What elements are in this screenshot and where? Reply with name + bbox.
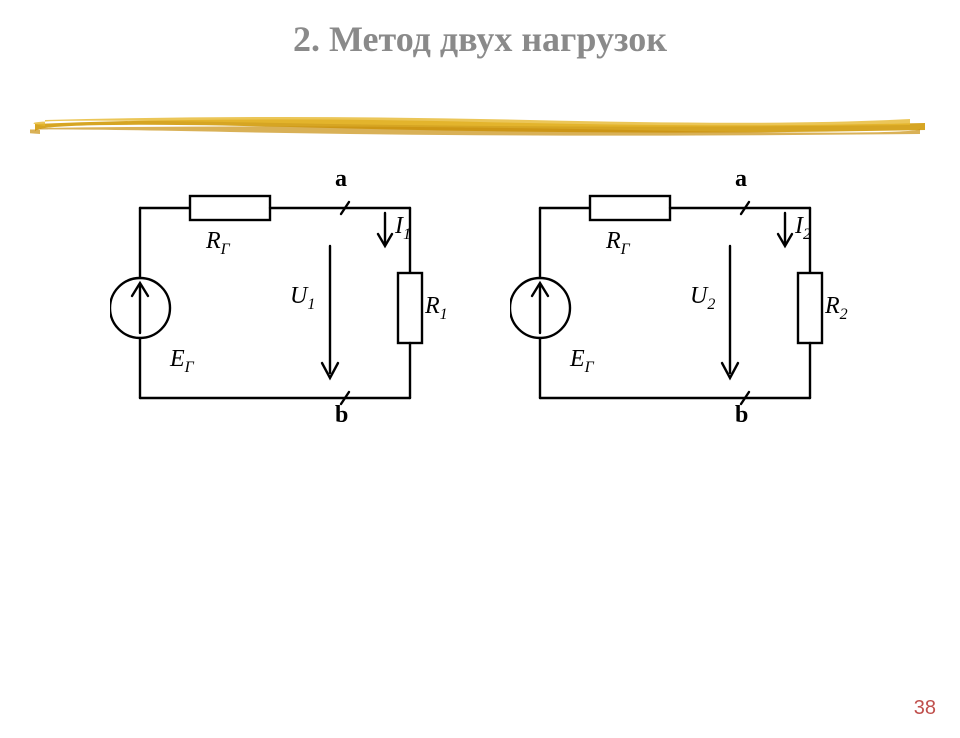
label-Eg-left: EГ: [170, 346, 194, 377]
label-I-right: I2: [795, 213, 811, 244]
label-Rg-left: RГ: [206, 228, 230, 259]
label-node-a-right: a: [735, 166, 747, 193]
circuit-right: a b RГ EГ U2 I2 R2: [510, 158, 850, 438]
label-node-b-left: b: [335, 402, 348, 429]
label-U-left: U1: [290, 283, 315, 314]
page-number: 38: [914, 697, 936, 720]
circuit-right-svg: [510, 158, 850, 438]
label-R-right: R2: [825, 293, 848, 324]
brush-strokes: [30, 117, 925, 136]
page-title: 2. Метод двух нагрузок: [0, 18, 960, 60]
circuit-left: a b RГ EГ U1 I1 R1: [110, 158, 450, 438]
label-R-left: R1: [425, 293, 448, 324]
brush-divider: [30, 114, 930, 140]
label-Eg-right: EГ: [570, 346, 594, 377]
label-node-a-left: a: [335, 166, 347, 193]
label-U-right: U2: [690, 283, 715, 314]
label-node-b-right: b: [735, 402, 748, 429]
label-I-left: I1: [395, 213, 411, 244]
title-text: 2. Метод двух нагрузок: [293, 19, 667, 59]
label-Rg-right: RГ: [606, 228, 630, 259]
circuit-left-svg: [110, 158, 450, 438]
diagram-row: a b RГ EГ U1 I1 R1: [0, 158, 960, 438]
